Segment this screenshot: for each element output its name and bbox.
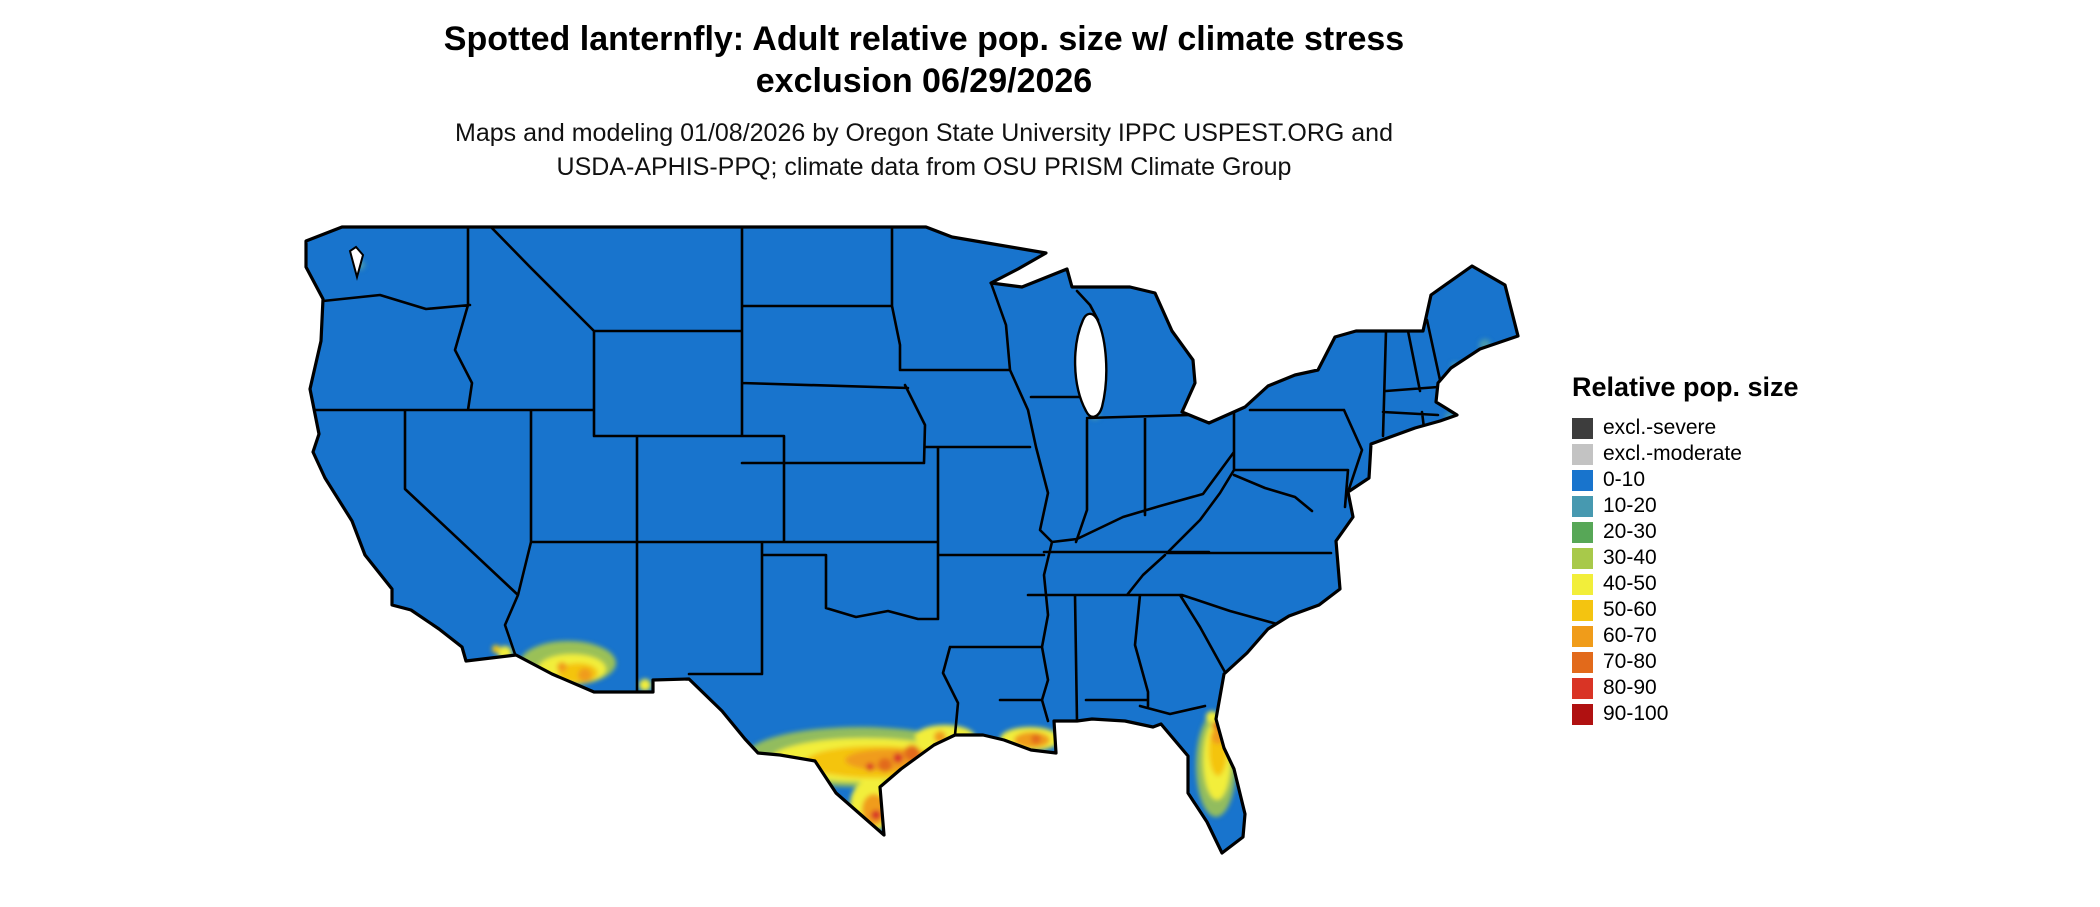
legend-item: 90-100 <box>1572 701 1799 727</box>
legend-item: 50-60 <box>1572 597 1799 623</box>
legend-item-label: 70-80 <box>1603 650 1657 673</box>
legend-items: excl.-severe excl.-moderate 0-10 10-20 20-30… <box>1572 415 1799 727</box>
title-line-1: Spotted lanternfly: Adult relative pop. … <box>443 20 1405 58</box>
title-line-2: exclusion 06/29/2026 <box>755 62 1093 100</box>
legend-swatch <box>1572 495 1593 517</box>
legend-item-label: 60-70 <box>1603 624 1657 647</box>
legend-item: excl.-moderate <box>1572 441 1799 467</box>
legend-swatch <box>1572 677 1593 699</box>
land-fill <box>306 227 1518 853</box>
legend-title: Relative pop. size <box>1572 372 1799 402</box>
legend-item: 70-80 <box>1572 649 1799 675</box>
us-map-figure <box>300 225 1530 902</box>
legend-item: 60-70 <box>1572 623 1799 649</box>
state-borders <box>308 227 1442 737</box>
legend-item-label: excl.-severe <box>1603 416 1717 439</box>
legend-item-label: 20-30 <box>1603 520 1657 543</box>
legend-item: excl.-severe <box>1572 415 1799 441</box>
legend-item-label: 50-60 <box>1603 598 1657 621</box>
legend-item-label: 40-50 <box>1603 572 1657 595</box>
legend: Relative pop. size excl.-severe excl.-mod… <box>1572 372 1799 727</box>
legend-swatch <box>1572 573 1593 595</box>
subtitle-line-1: Maps and modeling 01/08/2026 by Oregon S… <box>455 119 1393 147</box>
legend-item: 20-30 <box>1572 519 1799 545</box>
page-subtitle: Maps and modeling 01/08/2026 by Oregon S… <box>0 116 1848 184</box>
page-title: Spotted lanternfly: Adult relative pop. … <box>0 18 1848 102</box>
legend-swatch <box>1572 599 1593 621</box>
legend-swatch <box>1572 443 1593 465</box>
legend-item-label: 90-100 <box>1603 702 1669 725</box>
legend-item: 10-20 <box>1572 493 1799 519</box>
puget-sound <box>348 245 365 281</box>
legend-item-label: 10-20 <box>1603 494 1657 517</box>
legend-swatch <box>1572 547 1593 569</box>
legend-swatch <box>1572 469 1593 491</box>
national-outline <box>304 225 1520 855</box>
legend-swatch <box>1572 521 1593 543</box>
legend-item-label: 30-40 <box>1603 546 1657 569</box>
subtitle-line-2: USDA-APHIS-PPQ; climate data from OSU PR… <box>556 153 1292 181</box>
legend-swatch <box>1572 651 1593 673</box>
legend-swatch <box>1572 417 1593 439</box>
legend-swatch <box>1572 625 1593 647</box>
legend-item: 0-10 <box>1572 467 1799 493</box>
legend-item-label: 0-10 <box>1603 468 1646 491</box>
legend-item-label: excl.-moderate <box>1603 442 1742 465</box>
lake-michigan <box>1073 312 1108 418</box>
legend-swatch <box>1572 703 1593 725</box>
us-map <box>304 225 1520 855</box>
legend-item: 40-50 <box>1572 571 1799 597</box>
legend-item-label: 80-90 <box>1603 676 1657 699</box>
legend-item: 80-90 <box>1572 675 1799 701</box>
header: Spotted lanternfly: Adult relative pop. … <box>0 18 1848 184</box>
legend-item: 30-40 <box>1572 545 1799 571</box>
